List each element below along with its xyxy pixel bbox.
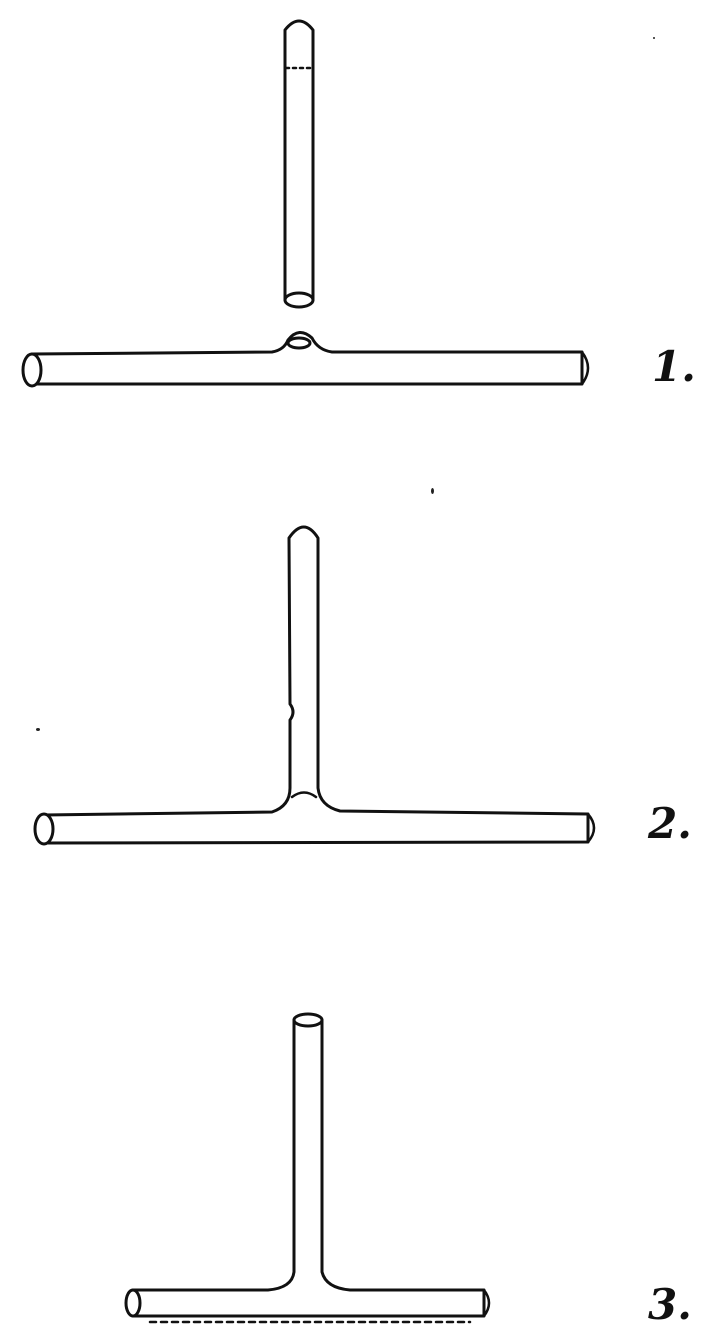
- figure-1-tube-open-end: [283, 291, 315, 309]
- print-speck: [653, 37, 655, 39]
- figure-3-t-piece: [131, 1018, 486, 1318]
- figure-3-left-open-end: [124, 1288, 142, 1318]
- figure-1-label: 1.: [652, 342, 696, 391]
- figure-1-left-open-end: [21, 352, 43, 388]
- figure-2-label: 2.: [648, 799, 692, 848]
- figure-3-label: 3.: [648, 1280, 692, 1329]
- figure-2-drawing: [33, 525, 596, 846]
- figure-3-top-open-end: [292, 1012, 324, 1028]
- figure-2-joint-seam: [290, 791, 318, 799]
- figure-3-drawing: [124, 1012, 491, 1324]
- figure-1-vertical-tube: [283, 19, 315, 309]
- print-speck: [36, 728, 40, 731]
- figure-2-left-open-end: [33, 812, 55, 846]
- figure-1-drawing: [21, 19, 590, 388]
- figure-1-bulge-opening: [286, 336, 312, 350]
- print-speck: [431, 488, 434, 494]
- figure-1-horizontal-tube: [21, 331, 590, 388]
